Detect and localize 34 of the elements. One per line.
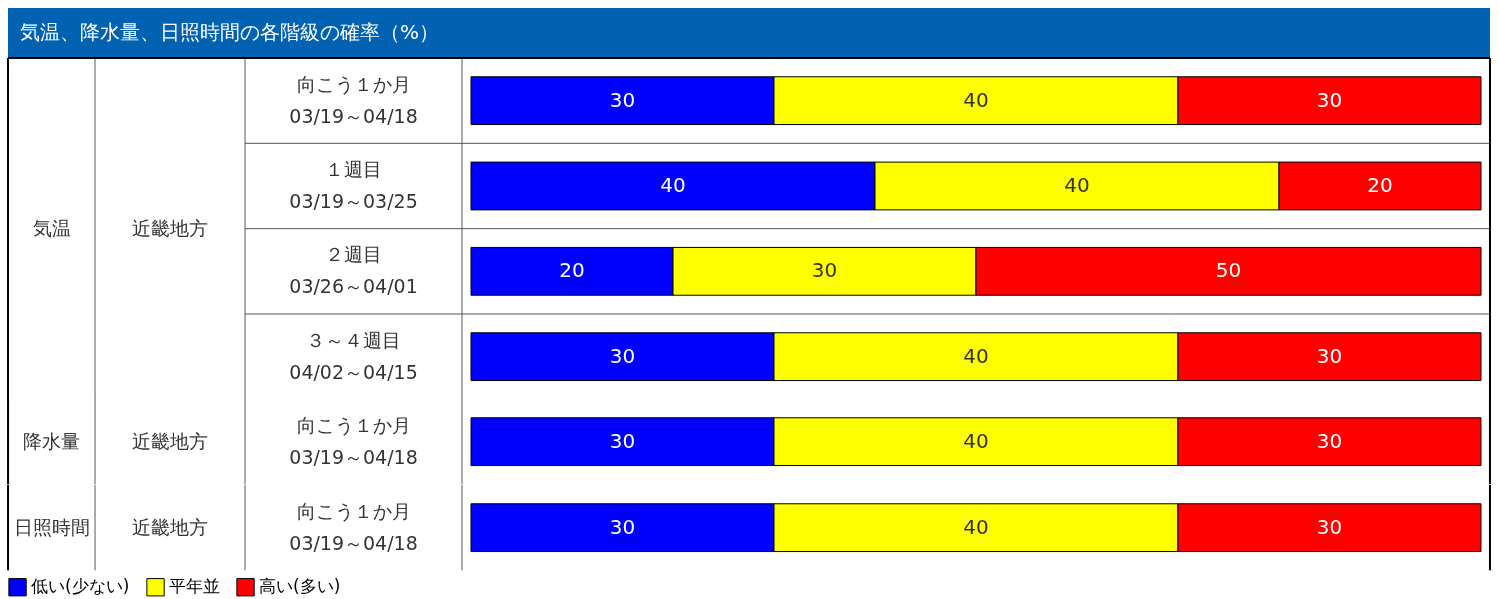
legend-label: 低い(少ない)	[31, 575, 130, 596]
data-label: 30	[1316, 343, 1343, 368]
legend-label: 平年並	[169, 575, 221, 596]
data-label: 50	[1215, 258, 1242, 283]
data-label: 20	[559, 258, 585, 283]
data-label: 30	[1316, 514, 1343, 539]
data-label: 30	[1316, 428, 1343, 453]
text: 日照時間	[13, 515, 90, 538]
data-label: 40	[660, 173, 686, 197]
data-label: 30	[609, 514, 636, 539]
text: 気温	[32, 216, 71, 239]
y-tick-label: 向こう１か月 03/19～04/18	[289, 72, 418, 127]
data-label: 30	[609, 343, 636, 368]
data-label: 40	[963, 428, 989, 453]
data-label: 30	[609, 87, 636, 112]
y-tick-label: 向こう１か月 03/19～04/18	[289, 413, 418, 468]
text: 気温、降水量、日照時間の各階級の確率（%）	[20, 20, 440, 44]
data-label: 40	[963, 343, 989, 368]
text: 降水量	[23, 429, 81, 452]
y-tick-label: ２週目 03/26～04/01	[289, 243, 418, 298]
text: 近畿地方	[132, 515, 209, 538]
text: 近畿地方	[132, 216, 209, 239]
y-tick-label: １週目 03/19～03/25	[289, 158, 418, 212]
data-label: 30	[811, 258, 838, 283]
data-label: 40	[963, 514, 989, 539]
legend-label: 高い(多い)	[259, 575, 341, 596]
data-label: 40	[1064, 173, 1090, 197]
y-tick-label: ３～４週目 04/02～04/15	[289, 328, 418, 383]
text: 近畿地方	[132, 429, 209, 452]
data-label: 40	[963, 87, 989, 112]
data-label: 30	[1316, 87, 1343, 112]
data-label: 30	[609, 428, 636, 453]
data-label: 20	[1367, 173, 1393, 197]
y-tick-label: 向こう１か月 03/19～04/18	[289, 499, 418, 554]
